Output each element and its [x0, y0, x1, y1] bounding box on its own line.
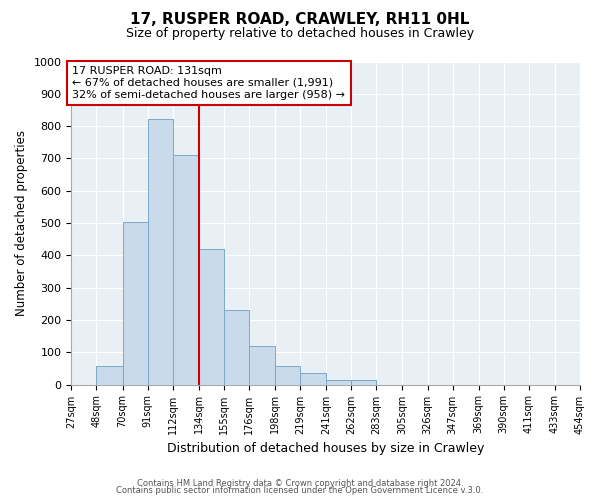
Bar — [300, 374, 326, 384]
Bar — [122, 222, 148, 384]
Bar — [224, 310, 249, 384]
Text: 17, RUSPER ROAD, CRAWLEY, RH11 0HL: 17, RUSPER ROAD, CRAWLEY, RH11 0HL — [130, 12, 470, 28]
Text: Size of property relative to detached houses in Crawley: Size of property relative to detached ho… — [126, 28, 474, 40]
Bar — [275, 366, 300, 384]
X-axis label: Distribution of detached houses by size in Crawley: Distribution of detached houses by size … — [167, 442, 484, 455]
Text: Contains public sector information licensed under the Open Government Licence v.: Contains public sector information licen… — [116, 486, 484, 495]
Bar — [249, 346, 275, 385]
Bar — [173, 154, 199, 384]
Bar — [326, 380, 351, 384]
Bar — [148, 119, 173, 384]
Bar — [351, 380, 376, 384]
Y-axis label: Number of detached properties: Number of detached properties — [15, 130, 28, 316]
Text: Contains HM Land Registry data © Crown copyright and database right 2024.: Contains HM Land Registry data © Crown c… — [137, 478, 463, 488]
Text: 17 RUSPER ROAD: 131sqm
← 67% of detached houses are smaller (1,991)
32% of semi-: 17 RUSPER ROAD: 131sqm ← 67% of detached… — [73, 66, 346, 100]
Bar — [96, 366, 122, 384]
Bar — [199, 249, 224, 384]
